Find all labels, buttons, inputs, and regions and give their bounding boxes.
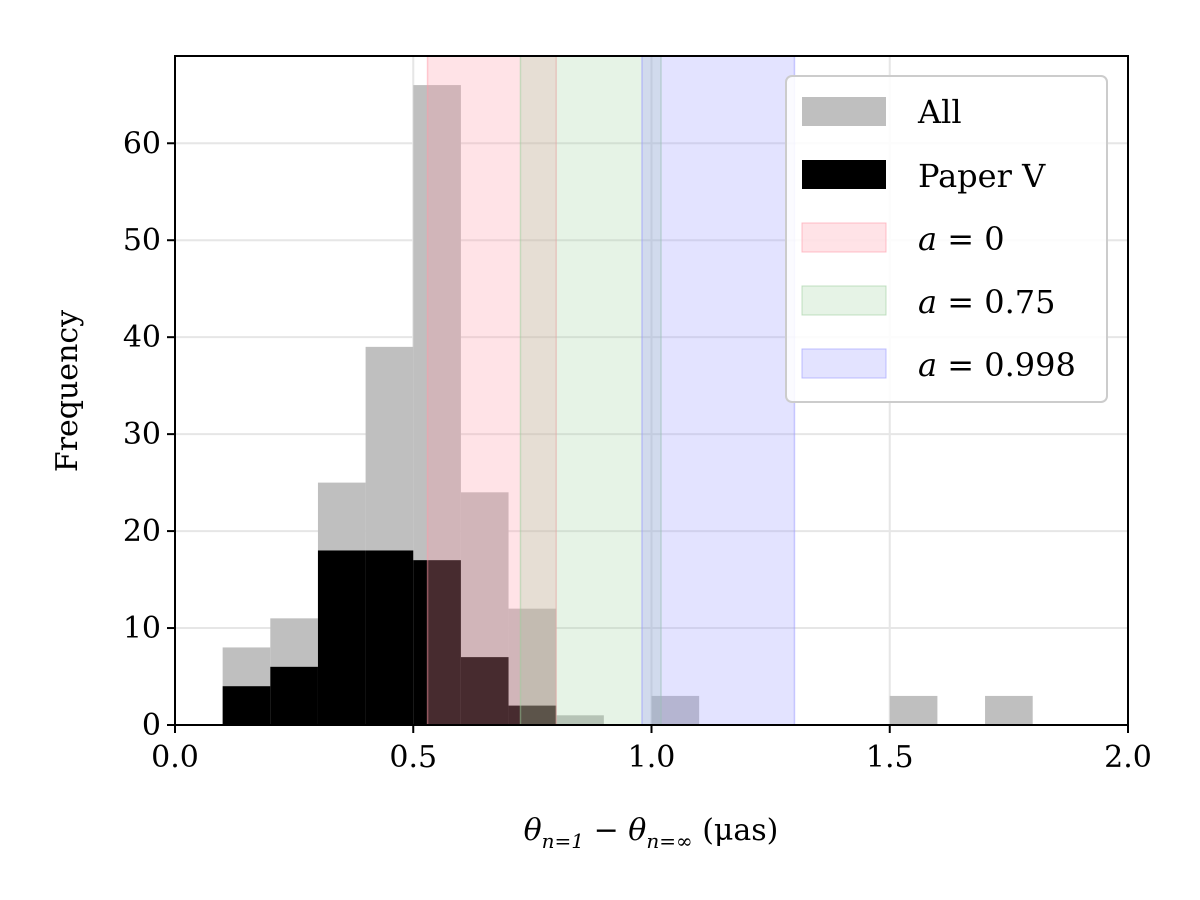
bar-paper-v bbox=[270, 666, 318, 725]
x-label-minus: − bbox=[594, 813, 619, 848]
x-label-sub-1: n=1 bbox=[542, 829, 584, 853]
legend-swatch-all bbox=[802, 97, 886, 126]
bar-all bbox=[651, 695, 700, 725]
x-tick-label: 1.5 bbox=[866, 740, 914, 775]
bar-all bbox=[985, 695, 1033, 725]
x-label-theta-1: θ bbox=[524, 813, 542, 848]
bar-paper-v bbox=[460, 657, 509, 725]
y-tick-label: 50 bbox=[123, 223, 161, 258]
x-label-theta-2: θ bbox=[628, 813, 646, 848]
y-tick-label: 10 bbox=[123, 611, 161, 646]
bar-paper-v bbox=[413, 560, 461, 725]
bar-paper-v bbox=[317, 550, 366, 725]
legend-swatch-a0 bbox=[801, 222, 887, 253]
histogram-bars bbox=[222, 85, 1033, 725]
x-tick-label: 2.0 bbox=[1104, 740, 1152, 775]
y-axis-label: Frequency bbox=[50, 310, 85, 472]
legend-frame bbox=[785, 75, 1108, 403]
x-tick-label: 0.5 bbox=[389, 740, 437, 775]
spin-band-0 bbox=[426, 55, 557, 726]
spin-bands bbox=[426, 55, 796, 726]
legend-swatch-a075 bbox=[801, 285, 887, 316]
legend-label-a0998: a = 0.998 bbox=[918, 346, 1076, 384]
legend-label-paper-v: Paper V bbox=[918, 157, 1046, 195]
spin-band-2 bbox=[641, 55, 796, 726]
y-tick-label: 20 bbox=[123, 514, 161, 549]
x-label-sub-2: n=∞ bbox=[646, 829, 692, 853]
legend-label-a0: a = 0 bbox=[918, 220, 1005, 258]
x-axis-label: θn=1 − θn=∞ (μas) bbox=[524, 813, 779, 853]
bar-paper-v bbox=[365, 550, 414, 725]
x-tick-label: 0.0 bbox=[151, 740, 199, 775]
legend-swatch-paper-v bbox=[802, 160, 886, 189]
legend-label-all: All bbox=[917, 93, 962, 131]
bar-paper-v bbox=[222, 686, 271, 725]
x-tick-label: 1.0 bbox=[628, 740, 676, 775]
axis-ticks: 0.0 0.5 1.0 1.5 2.0 0 10 20 30 40 50 60 bbox=[123, 126, 1152, 775]
x-label-unit: (μas) bbox=[702, 813, 778, 848]
bar-all bbox=[556, 715, 604, 725]
bar-all bbox=[889, 695, 938, 725]
y-tick-label: 30 bbox=[123, 417, 161, 452]
y-tick-label: 40 bbox=[123, 320, 161, 355]
legend-label-a075: a = 0.75 bbox=[918, 283, 1055, 321]
legend-swatch-a0998 bbox=[801, 348, 887, 379]
y-tick-label: 0 bbox=[142, 708, 161, 743]
spin-band-1 bbox=[519, 55, 662, 726]
legend: All Paper V a = 0 a = 0.75 a = 0.998 bbox=[785, 75, 1108, 403]
y-tick-label: 60 bbox=[123, 126, 161, 161]
